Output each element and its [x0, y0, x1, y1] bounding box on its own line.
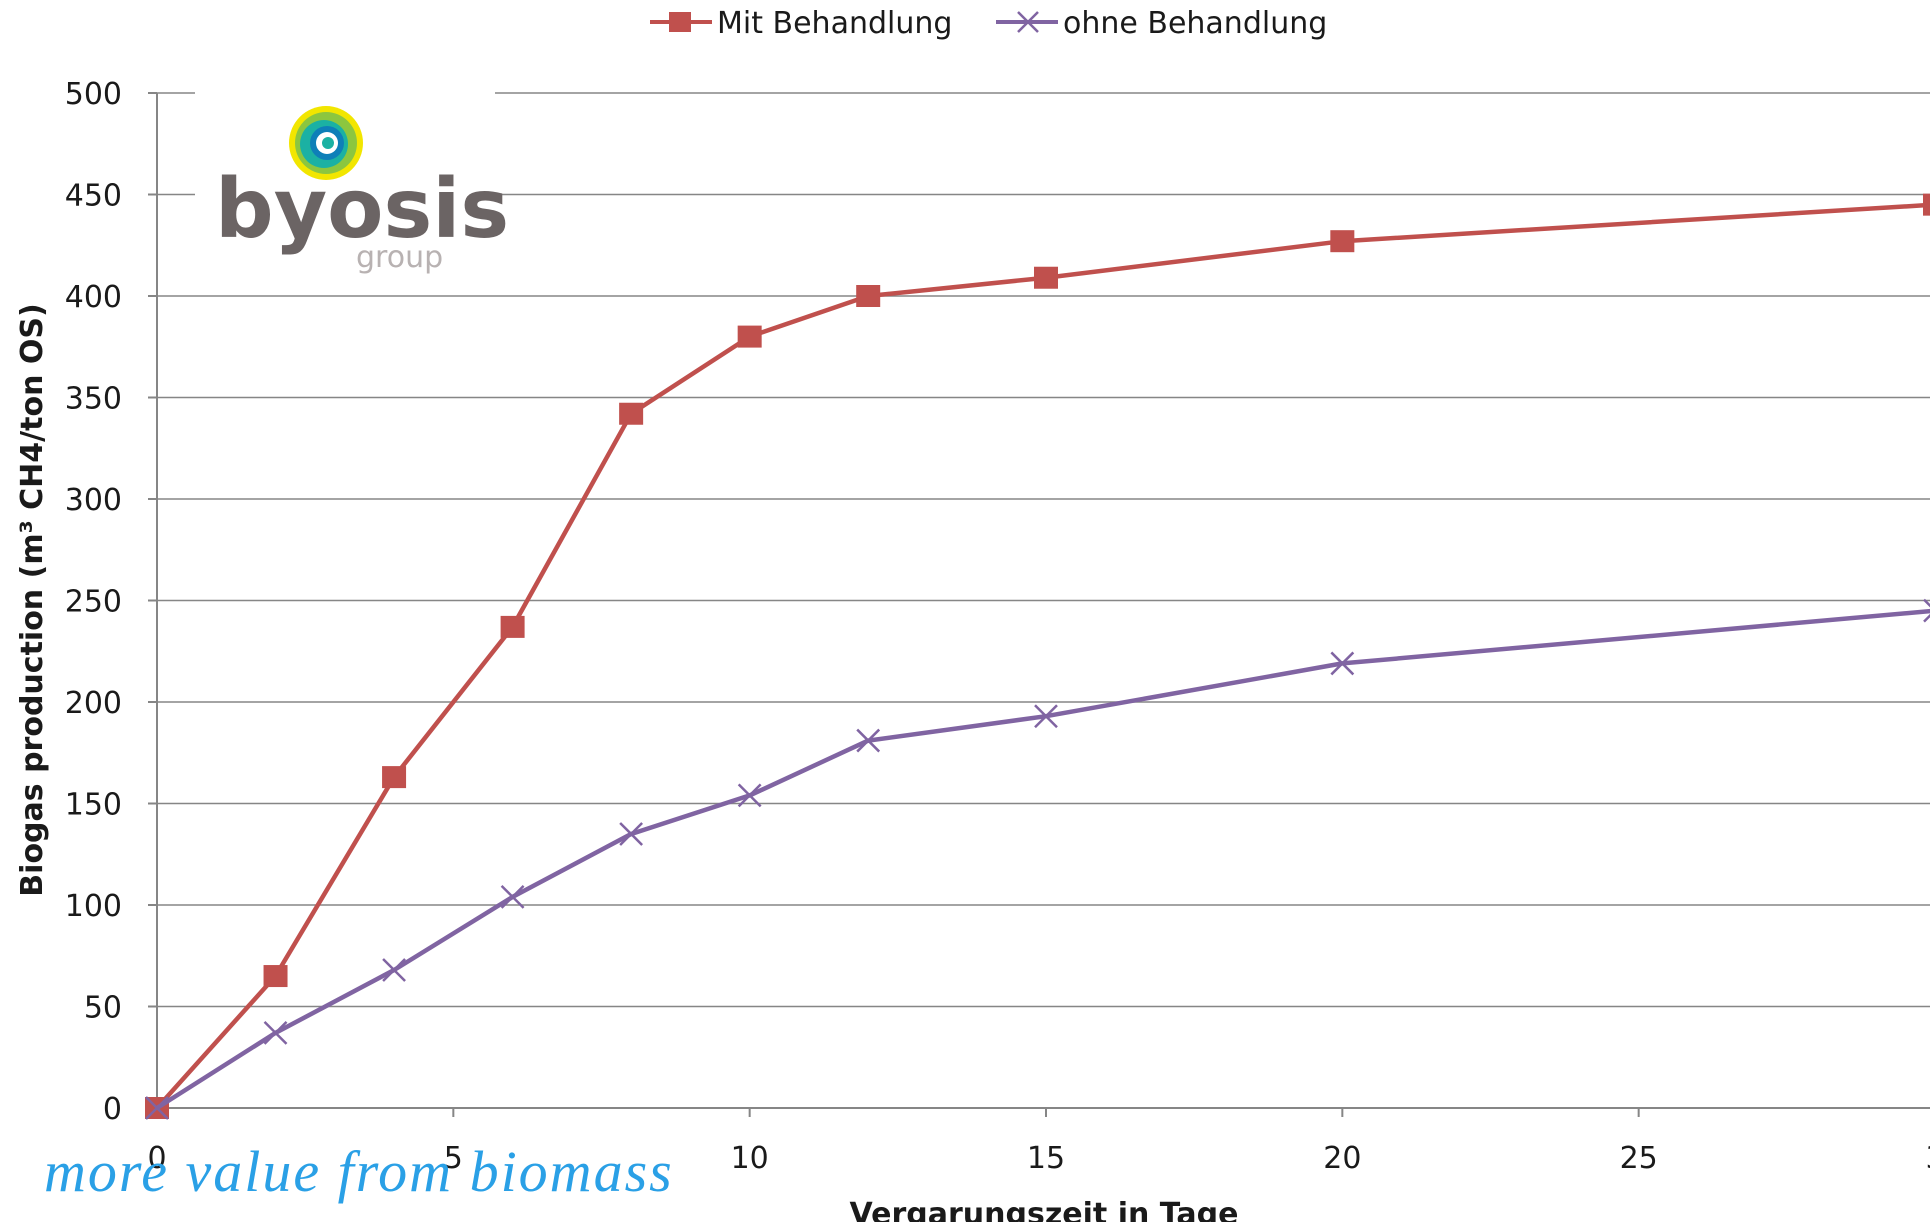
y-tick-label: 200 [65, 686, 122, 721]
y-tick-label: 100 [65, 889, 122, 924]
series-layer [145, 193, 1930, 1120]
legend-x-marker [1017, 11, 1039, 33]
y-tick-label: 500 [65, 77, 122, 112]
legend-label-mit: Mit Behandlung [717, 6, 952, 41]
data-point-x [1034, 704, 1058, 729]
byosis-logo: byosis group [195, 88, 509, 278]
y-tick-label: 450 [65, 179, 122, 214]
data-point-x [500, 884, 525, 909]
y-tick-label: 150 [65, 788, 122, 823]
legend-item-mit-behandlung: Mit Behandlung [650, 6, 952, 41]
series-ohne-behandlung [145, 598, 1930, 1120]
y-tick-label: 250 [65, 585, 122, 620]
series-mit-behandlung [145, 193, 1930, 1119]
y-tick-label: 400 [65, 280, 122, 315]
data-point-x [737, 783, 762, 808]
x-tick-label: 10 [731, 1141, 769, 1176]
legend-square-marker [669, 12, 691, 32]
x-axis-title: Vergarungszeit in Tage [850, 1197, 1239, 1222]
logo-sub: group [356, 240, 443, 275]
series-line [155, 608, 1930, 1110]
y-tick-label: 50 [84, 991, 122, 1026]
data-point-square [1923, 193, 1930, 216]
legend-label-ohne: ohne Behandlung [1063, 6, 1327, 41]
y-ticks: 0 50 100 150 200 250 300 350 400 450 500 [65, 77, 157, 1127]
y-tick-label: 300 [65, 483, 122, 518]
x-tick-label: 3 [1925, 1141, 1930, 1176]
data-point-square [1034, 266, 1058, 289]
data-point-x [263, 1021, 288, 1045]
y-axis-title: Biogas production (m³ CH4/ton OS) [15, 303, 50, 896]
data-point-x [145, 1096, 169, 1120]
data-point-square [856, 285, 881, 307]
data-point-x [1923, 598, 1930, 623]
data-point-square [382, 766, 407, 789]
data-point-x [382, 958, 406, 982]
data-point-square [1330, 230, 1355, 253]
x-tick-label: 15 [1027, 1141, 1065, 1176]
logo-word: byosis [215, 162, 509, 257]
series-line [155, 202, 1930, 1110]
legend-item-ohne-behandlung: ohne Behandlung [996, 6, 1327, 41]
data-point-x [856, 728, 881, 753]
data-point-x [619, 822, 644, 846]
data-point-x [1330, 651, 1355, 676]
y-tick-label: 350 [65, 382, 122, 417]
x-tick-label: 0 [147, 1141, 166, 1176]
logo-swirl-icon [289, 106, 363, 180]
data-point-square [500, 615, 525, 638]
tagline: more value from biomass [44, 1139, 674, 1204]
y-tick-label: 0 [103, 1092, 122, 1127]
data-point-square [263, 965, 288, 988]
legend: Mit Behandlung ohne Behandlung [650, 6, 1327, 41]
data-point-square [619, 402, 644, 425]
x-ticks: 0 5 10 15 20 25 3 [147, 1108, 1930, 1176]
x-tick-label: 5 [444, 1141, 463, 1176]
x-tick-label: 20 [1323, 1141, 1361, 1176]
data-point-square [737, 325, 762, 348]
x-tick-label: 25 [1620, 1141, 1658, 1176]
